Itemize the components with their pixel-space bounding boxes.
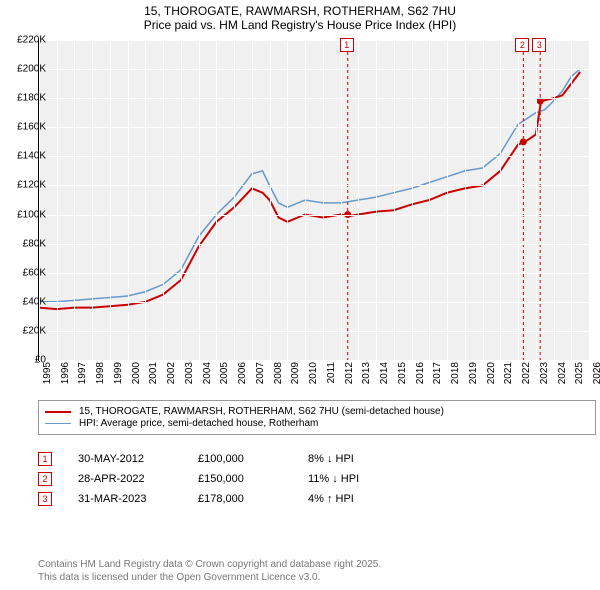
legend-row: 15, THOROGATE, RAWMARSH, ROTHERHAM, S62 … <box>45 406 589 417</box>
ytick-label: £0 <box>10 355 46 366</box>
ytick-label: £220K <box>10 35 46 46</box>
xtick-label: 2020 <box>486 362 497 384</box>
marker-box: 2 <box>515 38 529 52</box>
xtick-label: 2013 <box>361 362 372 384</box>
transaction-price: £150,000 <box>198 473 308 485</box>
xtick-label: 1996 <box>60 362 71 384</box>
xtick-label: 2012 <box>344 362 355 384</box>
xtick-label: 2009 <box>290 362 301 384</box>
xtick-label: 1998 <box>95 362 106 384</box>
ytick-label: £120K <box>10 180 46 191</box>
ytick-label: £60K <box>10 267 46 278</box>
xtick-label: 2026 <box>592 362 600 384</box>
xtick-label: 1999 <box>113 362 124 384</box>
xtick-label: 2006 <box>237 362 248 384</box>
xtick-label: 2018 <box>450 362 461 384</box>
xtick-label: 2019 <box>468 362 479 384</box>
xtick-label: 2021 <box>503 362 514 384</box>
ytick-label: £200K <box>10 64 46 75</box>
plot-svg <box>39 40 589 360</box>
legend-swatch <box>45 423 71 424</box>
chart-container: 15, THOROGATE, RAWMARSH, ROTHERHAM, S62 … <box>0 0 600 590</box>
marker-dot <box>520 138 527 145</box>
xtick-label: 2017 <box>432 362 443 384</box>
transaction-date: 30-MAY-2012 <box>78 453 198 465</box>
xtick-label: 2015 <box>397 362 408 384</box>
ytick-label: £40K <box>10 296 46 307</box>
legend-label: HPI: Average price, semi-detached house,… <box>79 418 318 429</box>
xtick-label: 1997 <box>77 362 88 384</box>
legend: 15, THOROGATE, RAWMARSH, ROTHERHAM, S62 … <box>38 400 596 435</box>
transaction-id-box: 3 <box>38 492 52 506</box>
transactions-table: 1 30-MAY-2012£100,0008% ↓ HPI 2 28-APR-2022… <box>38 446 582 512</box>
ytick-label: £100K <box>10 209 46 220</box>
title-address: 15, THOROGATE, RAWMARSH, ROTHERHAM, S62 … <box>0 4 600 18</box>
xtick-label: 2014 <box>379 362 390 384</box>
xtick-label: 2024 <box>557 362 568 384</box>
ytick-label: £80K <box>10 238 46 249</box>
transaction-id-box: 2 <box>38 472 52 486</box>
xtick-label: 2003 <box>184 362 195 384</box>
xtick-label: 2002 <box>166 362 177 384</box>
xtick-label: 2011 <box>326 362 337 384</box>
transaction-row: 1 30-MAY-2012£100,0008% ↓ HPI <box>38 452 582 466</box>
chart-area <box>38 40 589 361</box>
xtick-label: 2025 <box>574 362 585 384</box>
footer: Contains HM Land Registry data © Crown c… <box>38 558 381 584</box>
xtick-label: 2016 <box>415 362 426 384</box>
xtick-label: 2007 <box>255 362 266 384</box>
xtick-label: 2010 <box>308 362 319 384</box>
legend-label: 15, THOROGATE, RAWMARSH, ROTHERHAM, S62 … <box>79 406 444 417</box>
ytick-label: £180K <box>10 93 46 104</box>
transaction-row: 2 28-APR-2022£150,00011% ↓ HPI <box>38 472 582 486</box>
transaction-price: £100,000 <box>198 453 308 465</box>
transaction-price: £178,000 <box>198 493 308 505</box>
footer-line2: This data is licensed under the Open Gov… <box>38 571 381 584</box>
transaction-date: 31-MAR-2023 <box>78 493 198 505</box>
ytick-label: £160K <box>10 122 46 133</box>
ytick-label: £20K <box>10 325 46 336</box>
transaction-diff: 4% ↑ HPI <box>308 493 418 505</box>
xtick-label: 2008 <box>273 362 284 384</box>
transaction-id-box: 1 <box>38 452 52 466</box>
legend-swatch <box>45 411 71 413</box>
xtick-label: 1995 <box>42 362 53 384</box>
xtick-label: 2000 <box>131 362 142 384</box>
legend-row: HPI: Average price, semi-detached house,… <box>45 418 589 429</box>
xtick-label: 2001 <box>148 362 159 384</box>
xtick-label: 2022 <box>521 362 532 384</box>
xtick-label: 2005 <box>219 362 230 384</box>
title-subtitle: Price paid vs. HM Land Registry's House … <box>0 18 600 32</box>
transaction-diff: 8% ↓ HPI <box>308 453 418 465</box>
transaction-row: 3 31-MAR-2023£178,0004% ↑ HPI <box>38 492 582 506</box>
transaction-diff: 11% ↓ HPI <box>308 473 418 485</box>
transaction-date: 28-APR-2022 <box>78 473 198 485</box>
title-block: 15, THOROGATE, RAWMARSH, ROTHERHAM, S62 … <box>0 0 600 32</box>
ytick-label: £140K <box>10 151 46 162</box>
xtick-label: 2004 <box>202 362 213 384</box>
marker-box: 1 <box>340 38 354 52</box>
footer-line1: Contains HM Land Registry data © Crown c… <box>38 558 381 571</box>
marker-box: 3 <box>532 38 546 52</box>
xtick-label: 2023 <box>539 362 550 384</box>
